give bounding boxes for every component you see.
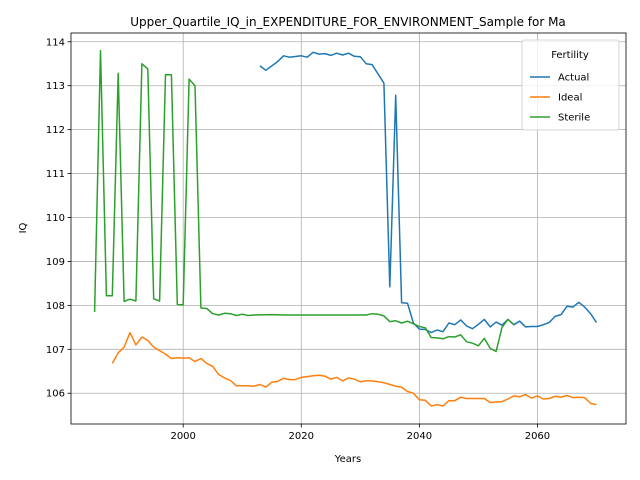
x-tick-label: 2000	[170, 431, 195, 442]
legend-label-sterile: Sterile	[558, 113, 590, 124]
chart-title: Upper_Quartile_IQ_in_EXPENDITURE_FOR_ENV…	[130, 15, 566, 29]
y-tick-label: 112	[46, 125, 65, 136]
legend-entries: Actual Ideal Sterile	[530, 73, 590, 124]
y-axis-label: IQ	[18, 222, 29, 233]
series-line-actual	[259, 51, 598, 334]
legend-box	[521, 39, 620, 131]
series-line-sterile	[93, 49, 515, 353]
series-layer	[93, 49, 598, 407]
y-tick-label: 113	[46, 81, 65, 92]
y-tick-label: 114	[46, 37, 65, 48]
legend-title: Fertility	[551, 50, 589, 61]
x-axis-label: Years	[334, 454, 361, 465]
y-tick-label: 111	[46, 169, 65, 180]
y-tick-label: 107	[46, 345, 65, 356]
legend: Fertility Actual Ideal Sterile	[521, 39, 620, 131]
legend-label-ideal: Ideal	[558, 93, 582, 104]
y-tick-label: 108	[46, 301, 65, 312]
y-tick-label: 110	[46, 213, 65, 224]
y-tick-label: 109	[46, 257, 65, 268]
x-tick-label: 2020	[289, 431, 314, 442]
legend-label-actual: Actual	[558, 73, 589, 84]
series-line-ideal	[111, 331, 597, 407]
plot-frame	[70, 32, 627, 425]
y-tick-label: 106	[46, 389, 65, 400]
x-tick-label: 2040	[407, 431, 432, 442]
x-tick-label: 2060	[525, 431, 550, 442]
tick-layer: 2000 2020 2040 2060 106 107 108 109 110 111 112 113…	[46, 37, 550, 442]
